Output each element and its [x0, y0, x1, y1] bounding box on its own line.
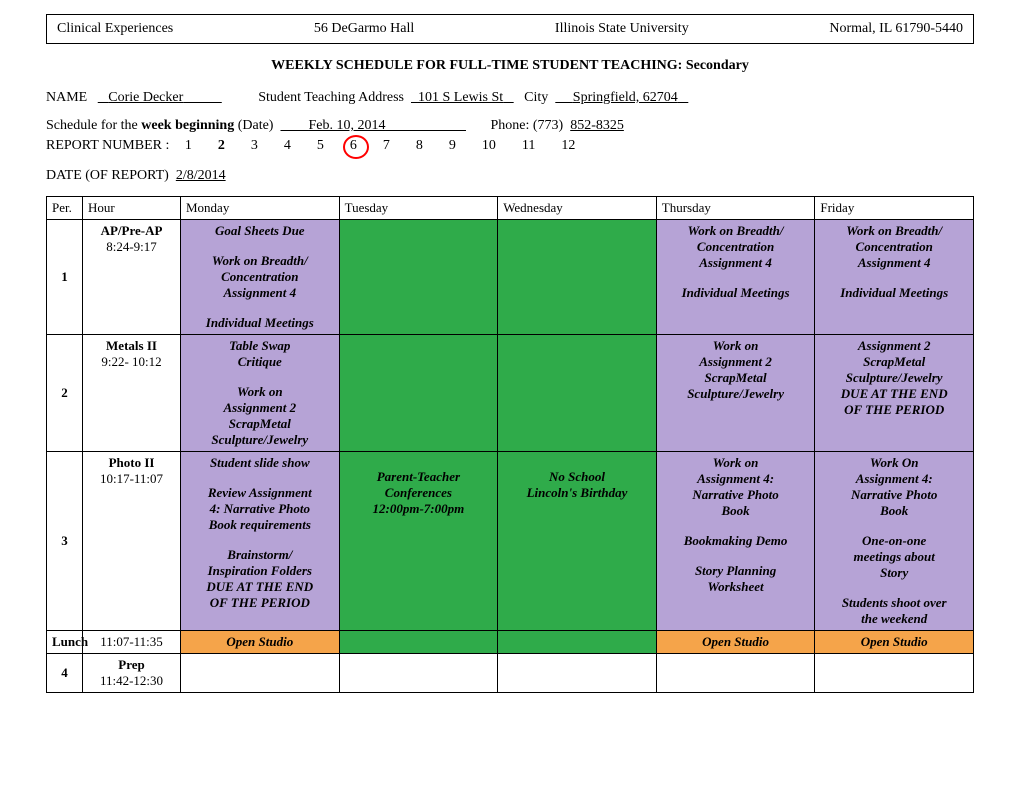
day-cell: Goal Sheets DueWork on Breadth/Concentra… — [181, 220, 340, 335]
column-header: Friday — [815, 197, 974, 220]
hour-cell: Photo II10:17-11:07 — [83, 452, 181, 631]
table-header-row: Per.HourMondayTuesdayWednesdayThursdayFr… — [47, 197, 974, 220]
day-cell — [339, 335, 498, 452]
day-cell: Work OnAssignment 4:Narrative PhotoBookO… — [815, 452, 974, 631]
column-header: Thursday — [656, 197, 815, 220]
hour-cell: AP/Pre-AP8:24-9:17 — [83, 220, 181, 335]
report-label: REPORT NUMBER : — [46, 138, 169, 153]
day-cell: Work onAssignment 4:Narrative PhotoBookB… — [656, 452, 815, 631]
header-dept: Clinical Experiences — [57, 21, 173, 37]
schedule-line: Schedule for the week beginning (Date) F… — [46, 118, 974, 134]
student-name: Corie Decker — [108, 90, 183, 105]
report-number: 11 — [522, 138, 535, 154]
column-header: Wednesday — [498, 197, 657, 220]
report-date-label: DATE (OF REPORT) — [46, 168, 169, 183]
table-row: 3Photo II10:17-11:07Student slide showRe… — [47, 452, 974, 631]
day-cell: Table SwapCritiqueWork onAssignment 2Scr… — [181, 335, 340, 452]
day-cell — [339, 631, 498, 654]
column-header: Tuesday — [339, 197, 498, 220]
period-cell: 3 — [47, 452, 83, 631]
day-cell: Student slide showReview Assignment4: Na… — [181, 452, 340, 631]
page-title: WEEKLY SCHEDULE FOR FULL-TIME STUDENT TE… — [46, 58, 974, 74]
day-cell — [339, 220, 498, 335]
report-date-value: 2/8/2014 — [176, 168, 226, 184]
header-building: 56 DeGarmo Hall — [314, 21, 414, 37]
table-row: 2Metals II9:22- 10:12Table SwapCritiqueW… — [47, 335, 974, 452]
student-line: NAME Corie Decker Student Teaching Addre… — [46, 90, 974, 106]
column-header: Monday — [181, 197, 340, 220]
header-address: Normal, IL 61790-5440 — [829, 21, 963, 37]
period-cell: Lunch — [47, 631, 83, 654]
day-cell: Assignment 2ScrapMetalSculpture/JewelryD… — [815, 335, 974, 452]
phone-label: Phone: (773) — [490, 118, 563, 133]
city: Springfield, 62704 — [573, 90, 678, 105]
column-header: Per. — [47, 197, 83, 220]
schedule-date: Feb. 10, 2014 — [308, 118, 385, 133]
day-cell: Work on Breadth/ConcentrationAssignment … — [815, 220, 974, 335]
day-cell: Work onAssignment 2ScrapMetalSculpture/J… — [656, 335, 815, 452]
schedule-suffix: (Date) — [234, 118, 273, 133]
schedule-table: Per.HourMondayTuesdayWednesdayThursdayFr… — [46, 196, 974, 693]
day-cell: Parent-TeacherConferences12:00pm-7:00pm — [339, 452, 498, 631]
hour-cell: 11:07-11:35 — [83, 631, 181, 654]
report-number: 8 — [416, 138, 423, 154]
day-cell — [498, 631, 657, 654]
report-date-line: DATE (OF REPORT) 2/8/2014 — [46, 168, 974, 184]
report-number: 6 — [350, 138, 357, 154]
hour-cell: Prep11:42-12:30 — [83, 654, 181, 693]
report-number: 10 — [482, 138, 496, 154]
day-cell: No SchoolLincoln's Birthday — [498, 452, 657, 631]
report-number: 4 — [284, 138, 291, 154]
column-header: Hour — [83, 197, 181, 220]
period-cell: 2 — [47, 335, 83, 452]
day-cell: Open Studio — [656, 631, 815, 654]
period-cell: 1 — [47, 220, 83, 335]
hour-cell: Metals II9:22- 10:12 — [83, 335, 181, 452]
report-number: 5 — [317, 138, 324, 154]
day-cell — [181, 654, 340, 693]
day-cell: Work on Breadth/ConcentrationAssignment … — [656, 220, 815, 335]
period-cell: 4 — [47, 654, 83, 693]
table-body: 1AP/Pre-AP8:24-9:17Goal Sheets DueWork o… — [47, 220, 974, 693]
day-cell — [498, 335, 657, 452]
day-cell — [498, 654, 657, 693]
report-number: 2 — [218, 138, 225, 154]
report-numbers: 123456789101112 — [185, 138, 575, 154]
day-cell: Open Studio — [181, 631, 340, 654]
report-number: 3 — [251, 138, 258, 154]
day-cell — [339, 654, 498, 693]
report-number: 12 — [561, 138, 575, 154]
schedule-bold: week beginning — [141, 118, 234, 133]
report-number: 9 — [449, 138, 456, 154]
table-row: 1AP/Pre-AP8:24-9:17Goal Sheets DueWork o… — [47, 220, 974, 335]
day-cell — [498, 220, 657, 335]
day-cell: Open Studio — [815, 631, 974, 654]
table-row: Lunch11:07-11:35Open StudioOpen StudioOp… — [47, 631, 974, 654]
phone: 852-8325 — [570, 118, 624, 134]
name-label: NAME — [46, 90, 87, 105]
teaching-addr-label: Student Teaching Address — [258, 90, 404, 105]
city-label: City — [524, 90, 548, 105]
day-cell — [656, 654, 815, 693]
schedule-prefix: Schedule for the — [46, 118, 141, 133]
teaching-addr: 101 S Lewis St — [418, 90, 503, 105]
report-number: 1 — [185, 138, 192, 154]
report-line: REPORT NUMBER : 123456789101112 — [46, 138, 974, 154]
header-box: Clinical Experiences 56 DeGarmo Hall Ill… — [46, 14, 974, 44]
report-number: 7 — [383, 138, 390, 154]
table-row: 4Prep11:42-12:30 — [47, 654, 974, 693]
header-university: Illinois State University — [555, 21, 689, 37]
day-cell — [815, 654, 974, 693]
